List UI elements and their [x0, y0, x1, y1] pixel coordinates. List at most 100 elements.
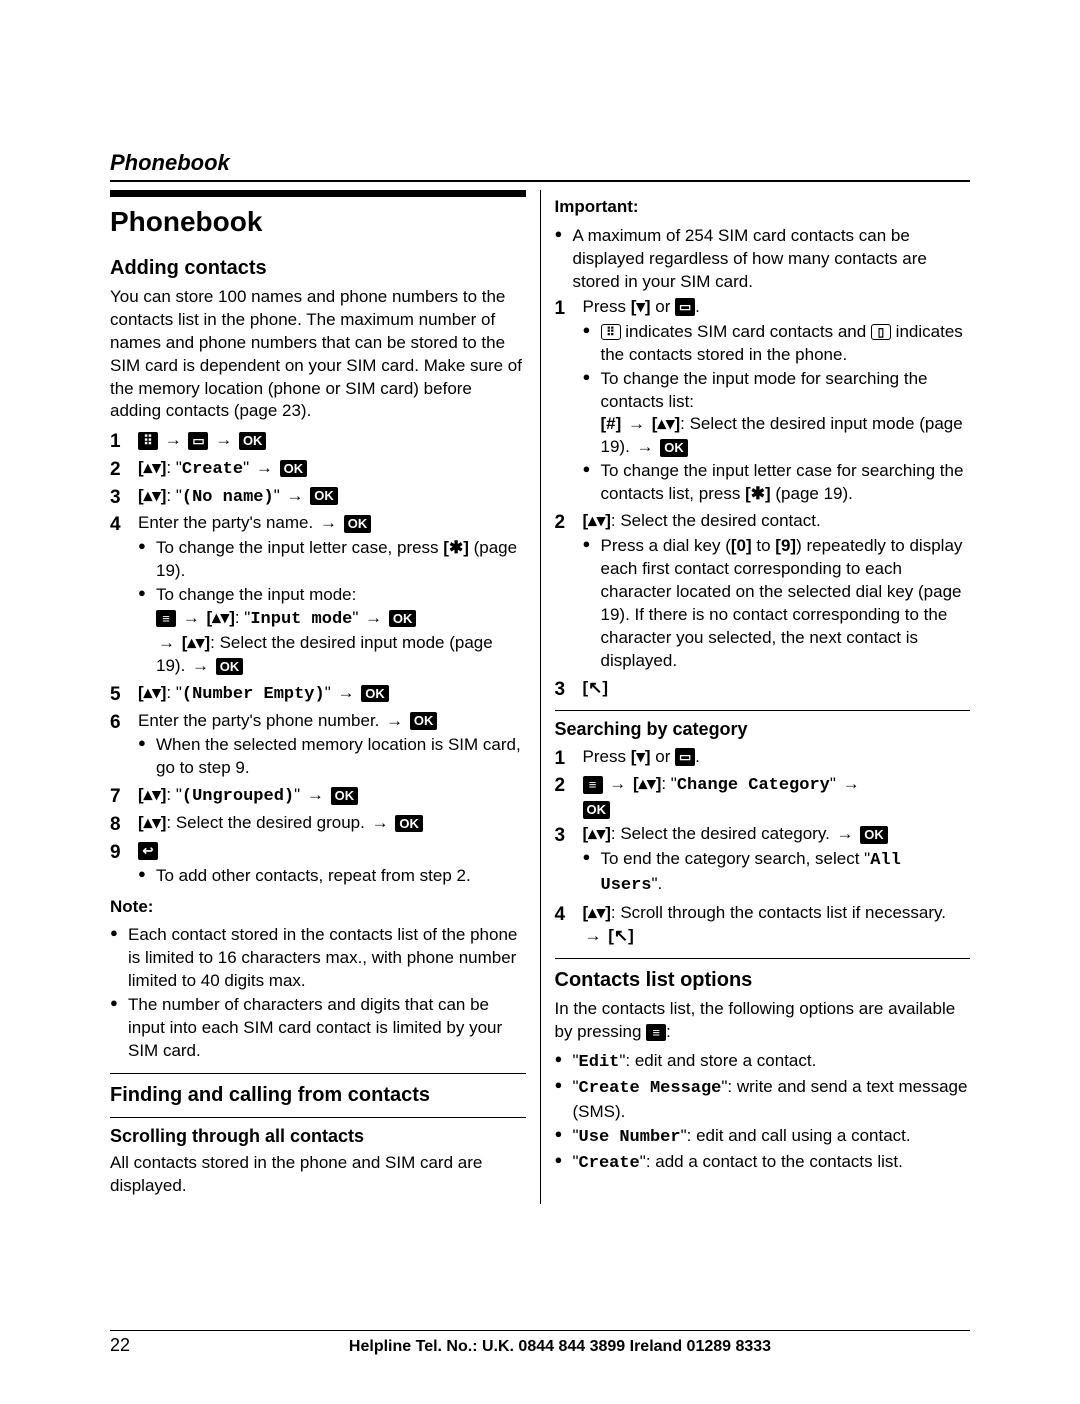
step-num: 6	[110, 710, 138, 783]
scrolling-text: All contacts stored in the phone and SIM…	[110, 1152, 526, 1198]
phonebook-icon: ▭	[675, 748, 695, 766]
option-item: "Create": add a contact to the contacts …	[555, 1151, 971, 1176]
header-rule	[110, 180, 970, 182]
updown-key: [▴▾]	[138, 458, 166, 477]
page-footer: 22 Helpline Tel. No.: U.K. 0844 844 3899…	[110, 1330, 970, 1356]
step4-text: Enter the party's name.	[138, 513, 313, 532]
s1-b3: To change the input letter case for sear…	[583, 460, 971, 506]
step-body: Enter the party's phone number. → OK Whe…	[138, 710, 526, 783]
menu-ungrouped: (Ungrouped)	[182, 787, 294, 806]
ok-icon: OK	[860, 826, 888, 844]
heading-scrolling: Scrolling through all contacts	[110, 1124, 526, 1148]
step-num: 3	[110, 485, 138, 511]
running-header: Phonebook	[110, 150, 970, 176]
note-item: Each contact stored in the contacts list…	[110, 924, 526, 993]
step-body: [▴▾]: "(Ungrouped)" → OK	[138, 784, 526, 810]
ok-icon: OK	[395, 815, 423, 833]
step-num: 8	[110, 812, 138, 838]
left-column: Phonebook Adding contacts You can store …	[110, 190, 526, 1204]
section-rule	[555, 958, 971, 959]
step-num: 1	[555, 746, 583, 772]
step-body: [▴▾]: Scroll through the contacts list i…	[583, 902, 971, 948]
zero-key: [0]	[731, 536, 752, 555]
step9-bullet: To add other contacts, repeat from step …	[138, 865, 526, 888]
step-num: 1	[555, 296, 583, 508]
call-key: [↖]	[583, 678, 609, 697]
step-num: 2	[555, 773, 583, 821]
ok-icon: OK	[361, 685, 389, 703]
step-body: Enter the party's name. → OK To change t…	[138, 512, 526, 680]
sub-rule	[555, 710, 971, 711]
step-body: [▴▾]: Select the desired category. → OK …	[583, 823, 971, 900]
heading-adding-contacts: Adding contacts	[110, 255, 526, 282]
important-item: A maximum of 254 SIM card contacts can b…	[555, 225, 971, 294]
section-accent	[110, 190, 526, 197]
options-intro: In the contacts list, the following opti…	[555, 998, 971, 1044]
step-num: 1	[110, 429, 138, 455]
nine-key: [9]	[775, 536, 796, 555]
s1-b2: To change the input mode for searching t…	[583, 368, 971, 460]
helpline-text: Helpline Tel. No.: U.K. 0844 844 3899 Ir…	[150, 1338, 970, 1356]
sub-rule	[110, 1117, 526, 1118]
back-icon: ↩	[138, 842, 158, 860]
s1-b1: ⠿ indicates SIM card contacts and ▯ indi…	[583, 321, 971, 367]
step6-bullet: When the selected memory location is SIM…	[138, 734, 526, 780]
ok-icon: OK	[310, 487, 338, 505]
step4-bullet2: To change the input mode: ≡ → [▴▾]: "Inp…	[138, 584, 526, 678]
star-key: [✱]	[443, 538, 469, 557]
step-body: ≡ → [▴▾]: "Change Category" → OK	[583, 773, 971, 821]
adding-intro: You can store 100 names and phone number…	[110, 286, 526, 424]
ok-icon: OK	[410, 712, 438, 730]
step-body: [▴▾]: "Create" → OK	[138, 457, 526, 483]
note-item: The number of characters and digits that…	[110, 994, 526, 1063]
ok-icon: OK	[331, 787, 359, 805]
menu-number-empty: (Number Empty)	[182, 685, 325, 704]
option-item: "Edit": edit and store a contact.	[555, 1050, 971, 1075]
call-key: [↖]	[608, 926, 634, 945]
note-label: Note:	[110, 896, 526, 919]
notes-list: Each contact stored in the contacts list…	[110, 924, 526, 1063]
arrow-icon: →	[163, 430, 184, 449]
right-column: Important: A maximum of 254 SIM card con…	[540, 190, 971, 1204]
sim-contacts-icon: ⠿	[601, 324, 621, 340]
step-body: Press [▾] or ▭. ⠿ indicates SIM card con…	[583, 296, 971, 508]
adding-steps: 1 ⠿ → ▭ → OK 2 [▴▾]: "Create" → OK	[110, 429, 526, 889]
down-key: [▾]	[631, 297, 651, 316]
step-num: 7	[110, 784, 138, 810]
menu-change-category: Change Category	[677, 776, 830, 795]
c3-b1: To end the category search, select "All …	[583, 848, 971, 898]
arrow-icon: →	[213, 430, 234, 449]
page-number: 22	[110, 1335, 150, 1356]
ok-icon: OK	[239, 432, 267, 450]
step-body: ⠿ → ▭ → OK	[138, 429, 526, 455]
category-steps: 1 Press [▾] or ▭. 2 ≡ → [▴▾]: "Change Ca…	[555, 746, 971, 948]
phone-contacts-icon: ▯	[871, 324, 891, 340]
important-label: Important:	[555, 196, 971, 219]
heading-search-category: Searching by category	[555, 717, 971, 741]
menu-icon: ≡	[583, 776, 603, 794]
step-num: 2	[110, 457, 138, 483]
grid-icon: ⠿	[138, 432, 158, 450]
menu-create: Create	[182, 460, 243, 479]
section-title: Phonebook	[110, 203, 526, 241]
step-body: Press [▾] or ▭.	[583, 746, 971, 772]
step-body: [▴▾]: "(No name)" → OK	[138, 485, 526, 511]
s2-b1: Press a dial key ([0] to [9]) repeatedly…	[583, 535, 971, 673]
step-body: [▴▾]: Select the desired contact. Press …	[583, 510, 971, 675]
heading-contacts-options: Contacts list options	[555, 967, 971, 994]
step4-bullet1: To change the input letter case, press […	[138, 537, 526, 583]
option-item: "Create Message": write and send a text …	[555, 1076, 971, 1124]
ok-icon: OK	[583, 801, 611, 819]
step-num: 9	[110, 840, 138, 890]
ok-icon: OK	[216, 658, 244, 676]
ok-icon: OK	[389, 610, 417, 628]
hash-key: [#]	[601, 414, 622, 433]
scroll-steps: 1 Press [▾] or ▭. ⠿ indicates SIM card c…	[555, 296, 971, 703]
step-num: 4	[110, 512, 138, 680]
updown-key: [▴▾]	[138, 486, 166, 505]
menu-input-mode: Input mode	[250, 610, 352, 629]
step-num: 3	[555, 677, 583, 703]
step-body: [▴▾]: "(Number Empty)" → OK	[138, 682, 526, 708]
step-body: [▴▾]: Select the desired group. → OK	[138, 812, 526, 838]
step-num: 2	[555, 510, 583, 675]
